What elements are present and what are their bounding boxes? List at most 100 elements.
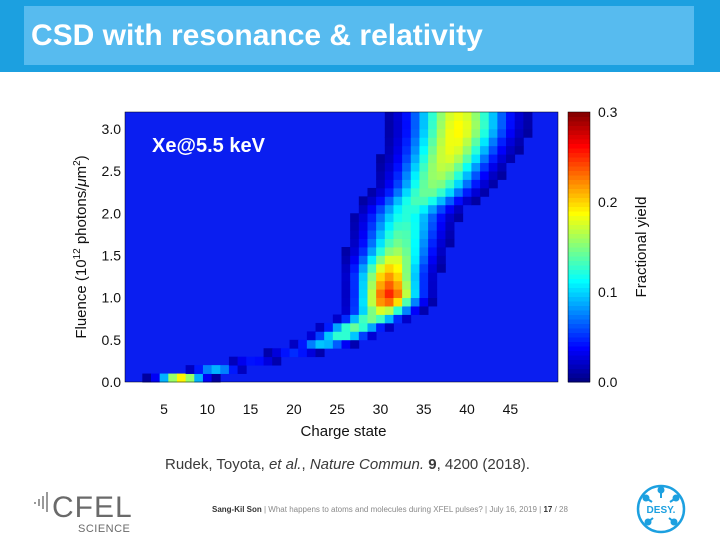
x-tick-label: 45 — [503, 401, 519, 417]
heatmap-cell — [419, 137, 428, 146]
heatmap-cell — [350, 298, 359, 307]
colorbar-segment — [568, 121, 590, 126]
heatmap-cell — [428, 163, 437, 172]
heatmap-cell — [385, 196, 394, 205]
heatmap-cell — [393, 180, 402, 189]
heatmap-cell — [419, 205, 428, 214]
heatmap-cell — [489, 171, 498, 180]
heatmap-cell — [411, 247, 420, 256]
heatmap-cell — [385, 188, 394, 197]
heatmap-cell — [238, 357, 247, 366]
heatmap-cell — [471, 137, 480, 146]
heatmap-cell — [428, 129, 437, 138]
heatmap-cell — [367, 306, 376, 315]
heatmap-cell — [454, 137, 463, 146]
heatmap-cell — [359, 306, 368, 315]
heatmap-cell — [402, 137, 411, 146]
heatmap-cell — [290, 340, 299, 349]
heatmap-cell — [489, 129, 498, 138]
heatmap-cell — [506, 146, 515, 155]
heatmap-cell — [437, 112, 446, 121]
heatmap-cell — [463, 196, 472, 205]
heatmap-cell — [454, 205, 463, 214]
heatmap-cell — [411, 171, 420, 180]
colorbar-segment — [568, 247, 590, 252]
heatmap-cell — [489, 137, 498, 146]
heatmap-cell — [393, 239, 402, 248]
y-label-sup: 12 — [72, 248, 83, 260]
y-tick-label: 3.0 — [102, 121, 122, 137]
heatmap-cell — [350, 315, 359, 324]
heatmap-cell — [376, 213, 385, 222]
heatmap-cell — [454, 213, 463, 222]
heatmap-cell — [359, 213, 368, 222]
heatmap-cell — [463, 188, 472, 197]
heatmap-cell — [350, 230, 359, 239]
heatmap-cell — [402, 222, 411, 231]
heatmap-cell — [385, 315, 394, 324]
y-tick-label: 0.0 — [102, 374, 122, 390]
heatmap-cell — [515, 129, 524, 138]
heatmap-cell — [385, 272, 394, 281]
heatmap-cell — [203, 374, 212, 383]
heatmap-cell — [480, 188, 489, 197]
heatmap-cell — [342, 298, 351, 307]
citation-authors: Rudek, Toyota, — [165, 456, 269, 473]
heatmap-cell — [376, 255, 385, 264]
colorbar-segment — [568, 337, 590, 342]
heatmap-cell — [428, 180, 437, 189]
colorbar-segment — [568, 135, 590, 140]
colorbar-segment — [568, 274, 590, 279]
heatmap-cell — [411, 154, 420, 163]
colorbar-segment — [568, 117, 590, 122]
heatmap-cell — [359, 289, 368, 298]
heatmap-cell — [454, 196, 463, 205]
heatmap-cell — [367, 239, 376, 248]
heatmap-cell — [454, 120, 463, 129]
heatmap-cell — [506, 120, 515, 129]
heatmap-cell — [471, 163, 480, 172]
heatmap-cell — [359, 272, 368, 281]
heatmap-cell — [350, 255, 359, 264]
heatmap-cell — [445, 196, 454, 205]
x-tick-label: 15 — [243, 401, 259, 417]
heatmap-cell — [385, 129, 394, 138]
heatmap-cell — [437, 264, 446, 273]
heatmap-cell — [445, 112, 454, 121]
heatmap-cell — [445, 137, 454, 146]
heatmap-cell — [411, 272, 420, 281]
heatmap-cell — [385, 154, 394, 163]
heatmap-cell — [471, 112, 480, 121]
heatmap-cell — [342, 340, 351, 349]
heatmap-cell — [428, 112, 437, 121]
colorbar-segment — [568, 306, 590, 311]
heatmap-cell — [376, 188, 385, 197]
heatmap-cell — [350, 331, 359, 340]
colorbar-segment — [568, 112, 590, 117]
colorbar-segment — [568, 369, 590, 374]
heatmap-cell — [411, 196, 420, 205]
colorbar-segment — [568, 360, 590, 365]
heatmap-cell — [220, 365, 229, 374]
y-tick-label: 1.0 — [102, 290, 122, 306]
heatmap-cell — [497, 154, 506, 163]
heatmap-cell — [385, 180, 394, 189]
heatmap-cell — [376, 272, 385, 281]
heatmap-cell — [463, 112, 472, 121]
colorbar-tick-label: 0.0 — [598, 374, 618, 390]
heatmap-cell — [367, 196, 376, 205]
heatmap-cell — [428, 171, 437, 180]
heatmap-cell — [454, 154, 463, 163]
heatmap-cell — [437, 222, 446, 231]
heatmap-cell — [428, 289, 437, 298]
heatmap-cell — [402, 247, 411, 256]
colorbar-segment — [568, 207, 590, 212]
heatmap-cell — [393, 188, 402, 197]
heatmap-cell — [419, 171, 428, 180]
heatmap-cell — [376, 247, 385, 256]
heatmap-cell — [463, 163, 472, 172]
heatmap-cell — [402, 255, 411, 264]
heatmap-cell — [411, 281, 420, 290]
heatmap-cell — [437, 255, 446, 264]
heatmap-cell — [255, 357, 264, 366]
